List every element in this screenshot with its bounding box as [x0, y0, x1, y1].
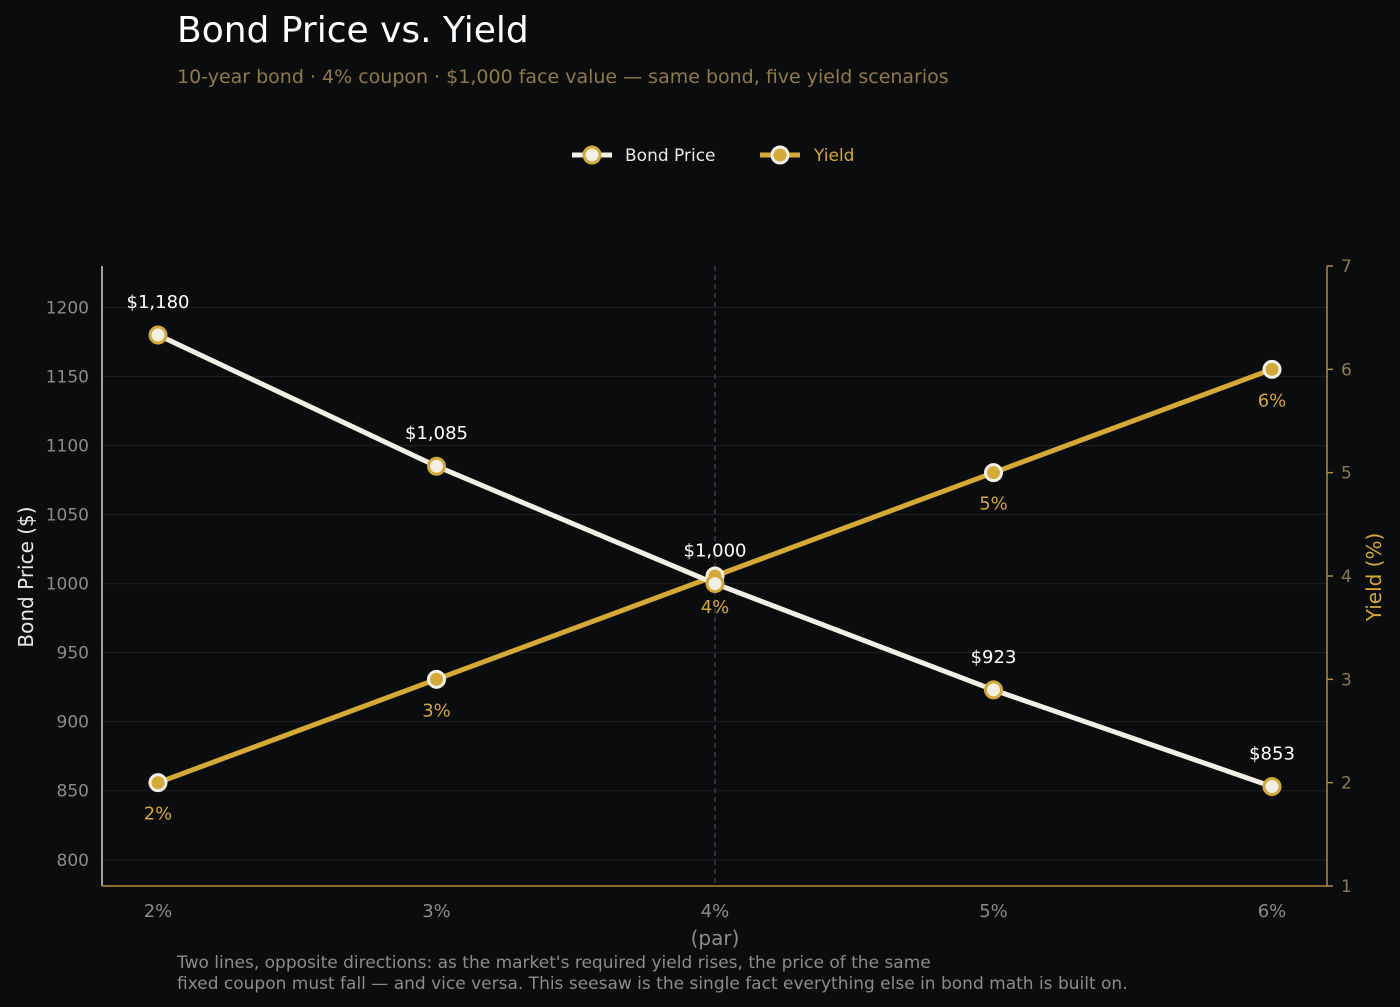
yield-data-label: 5%	[979, 494, 1008, 515]
legend-price-label: Bond Price	[625, 146, 716, 166]
x-tick-label: 4%	[701, 901, 730, 922]
legend: Bond Price Yield	[572, 145, 854, 166]
chart-subtitle: 10-year bond · 4% coupon · $1,000 face v…	[177, 66, 949, 88]
price-point[interactable]	[427, 456, 446, 476]
y2-tick-label: 5	[1341, 464, 1352, 484]
y-tick-label: 1150	[46, 367, 89, 387]
y-tick-label: 1200	[46, 298, 89, 318]
y2-tick-label: 7	[1341, 257, 1352, 277]
data-labels: $1,180 $1,085 $1,000 $923 $853 2% 3% 4% 5% 6%	[127, 292, 1295, 825]
y2-tick-label: 2	[1341, 774, 1352, 794]
yield-data-label: 3%	[422, 700, 451, 721]
y2-tick-label: 3	[1341, 670, 1352, 690]
price-point[interactable]	[1262, 777, 1282, 797]
price-point[interactable]	[705, 574, 725, 594]
y-tick-label: 800	[57, 851, 89, 871]
yield-point[interactable]	[1262, 359, 1282, 379]
yield-data-label: 6%	[1258, 390, 1287, 411]
yield-point[interactable]	[984, 463, 1003, 483]
price-data-label: $853	[1249, 744, 1295, 765]
tick-labels: 800 850 900 950 1000 1050 1100 1150 1200 1 2 3 4 5 6 7 2…	[46, 257, 1352, 922]
x-tick-label: 5%	[979, 901, 1008, 922]
x-tick-label: 6%	[1258, 901, 1287, 922]
y-tick-label: 1000	[46, 575, 89, 595]
footnote-line-1: Two lines, opposite directions: as the m…	[176, 953, 931, 973]
price-point[interactable]	[148, 325, 168, 345]
chart-title: Bond Price vs. Yield	[177, 10, 529, 51]
yield-data-label: 2%	[144, 804, 173, 825]
y2-axis-title: Yield (%)	[1362, 533, 1386, 623]
y-tick-label: 900	[57, 713, 89, 733]
legend-item-price[interactable]: Bond Price	[572, 145, 716, 166]
price-point[interactable]	[984, 680, 1003, 700]
x-tick-label: 2%	[144, 901, 173, 922]
y2-tick-label: 1	[1341, 877, 1352, 897]
y-tick-label: 850	[57, 782, 89, 802]
legend-item-yield[interactable]: Yield	[760, 145, 854, 166]
yield-data-label: 4%	[701, 597, 730, 618]
yield-point[interactable]	[427, 669, 446, 689]
price-data-label: $1,085	[405, 423, 468, 444]
y-tick-label: 950	[57, 644, 89, 664]
footnote-line-2: fixed coupon must fall — and vice versa.…	[177, 974, 1128, 994]
legend-price-marker-icon	[582, 145, 602, 165]
y2-tick-label: 6	[1341, 360, 1352, 380]
y-axis-title: Bond Price ($)	[14, 506, 38, 647]
y2-tick-label: 4	[1341, 567, 1352, 587]
series	[148, 325, 1282, 797]
x-axis-par-note: (par)	[691, 926, 740, 950]
yield-point[interactable]	[148, 773, 168, 793]
price-data-label: $1,000	[684, 541, 747, 562]
gridlines	[102, 266, 1327, 886]
price-data-label: $1,180	[127, 292, 190, 313]
legend-yield-marker-icon	[770, 145, 790, 165]
price-data-label: $923	[971, 647, 1017, 668]
x-tick-label: 3%	[422, 901, 451, 922]
legend-yield-label: Yield	[813, 146, 854, 166]
y-tick-label: 1100	[46, 437, 89, 457]
y-tick-label: 1050	[46, 506, 89, 526]
